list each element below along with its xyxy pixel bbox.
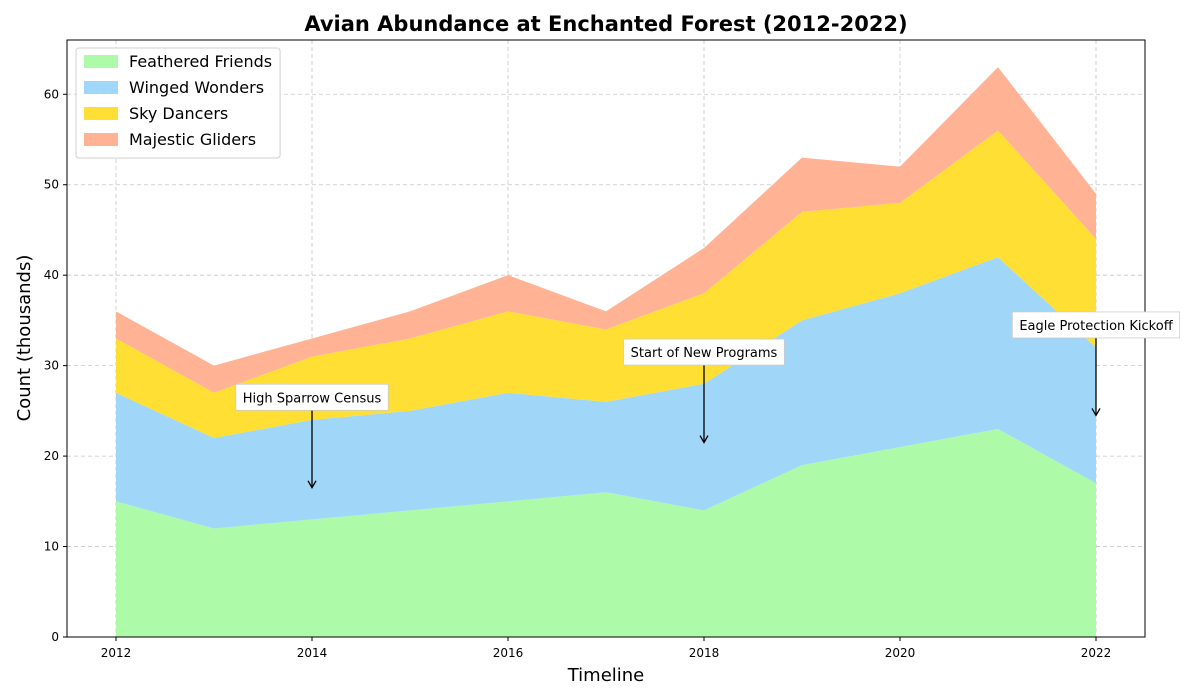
annotation-3: Eagle Protection Kickoff [1011,311,1181,417]
y-tick-label: 0 [51,630,59,644]
y-tick-label: 40 [44,268,59,282]
x-tick-label: 2022 [1081,646,1112,660]
legend-swatch-4 [84,133,118,146]
annotation-text: High Sparrow Census [243,391,382,406]
legend-swatch-1 [84,55,118,68]
annotation-arrowhead [307,480,317,490]
x-tick-label: 2014 [297,646,328,660]
series-areas [116,67,1096,637]
legend-label-4: Majestic Gliders [129,130,256,149]
annotation-text: Start of New Programs [631,346,778,361]
area-series-3 [116,130,1096,439]
annotation-2: Start of New Programs [623,338,785,444]
annotation-box [623,338,785,366]
y-tick-label: 50 [44,178,59,192]
area-series-4 [116,67,1096,393]
axis-ticks: 2012 2014 2016 2018 2020 2022 0 10 20 30 40 50 60 [44,87,1112,660]
area-series-2 [116,257,1096,529]
y-tick-label: 20 [44,449,59,463]
annotation-1: High Sparrow Census [235,383,389,490]
y-tick-label: 60 [44,87,59,101]
annotation-box [1011,311,1181,339]
x-tick-label: 2016 [493,646,524,660]
legend-swatch-2 [84,81,118,94]
x-tick-label: 2018 [689,646,720,660]
annotation-text: Eagle Protection Kickoff [1019,319,1173,334]
legend-label-1: Feathered Friends [129,52,272,71]
x-tick-label: 2012 [101,646,132,660]
y-axis-label: Count (thousands) [14,255,35,422]
annotations: High Sparrow Census Start of New Programs… [235,311,1181,490]
legend: Feathered Friends Winged Wonders Sky Dance… [75,47,281,159]
legend-label-2: Winged Wonders [129,78,264,97]
plot-frame [66,39,1146,638]
annotation-box [235,383,389,411]
x-axis-label: Timeline [567,665,645,686]
area-series-1 [116,428,1096,637]
legend-swatch-3 [84,107,118,120]
y-tick-label: 10 [44,540,59,554]
y-tick-label: 30 [44,359,59,373]
legend-label-3: Sky Dancers [129,104,228,123]
annotation-arrowhead [1091,408,1101,417]
annotation-arrowhead [699,435,709,444]
x-tick-label: 2020 [885,646,916,660]
legend-box [75,47,281,159]
chart-title: Avian Abundance at Enchanted Forest (201… [304,12,907,36]
